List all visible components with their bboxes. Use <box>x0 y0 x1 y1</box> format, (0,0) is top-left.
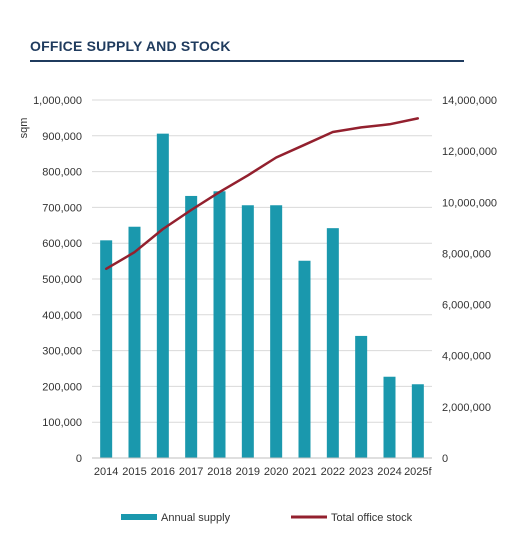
right-axis-ticks: 0 2,000,000 4,000,000 6,000,000 8,000,000 10,… <box>442 95 497 465</box>
y-tick-label: 700,000 <box>42 202 82 214</box>
supply-bar <box>270 205 283 458</box>
y2-tick-label: 10,000,000 <box>442 197 497 209</box>
y2-tick-label: 0 <box>442 453 448 465</box>
y2-tick-label: 8,000,000 <box>442 248 491 260</box>
y-tick-label: 400,000 <box>42 310 82 322</box>
x-tick-label: 2019 <box>236 466 260 478</box>
supply-bar <box>241 205 254 458</box>
x-tick-label: 2022 <box>321 466 345 478</box>
y-tick-label: 600,000 <box>42 238 82 250</box>
gridlines <box>92 99 432 423</box>
supply-bar <box>326 228 339 458</box>
x-tick-label: 2018 <box>207 466 231 478</box>
x-tick-label: 2016 <box>151 466 175 478</box>
supply-bar <box>213 191 226 459</box>
x-tick-label: 2024 <box>377 466 401 478</box>
y-tick-label: 200,000 <box>42 381 82 393</box>
y-tick-label: 900,000 <box>42 131 82 143</box>
supply-bar <box>156 133 169 459</box>
supply-bar <box>100 240 113 458</box>
x-axis-ticks: 2014 2015 2016 2017 2018 2019 2020 2021 2022 2023… <box>94 466 433 478</box>
stock-line-path <box>104 117 420 271</box>
x-tick-label: 2020 <box>264 466 288 478</box>
y-tick-label: 0 <box>76 453 82 465</box>
legend: Annual supply Total office stock <box>121 512 413 524</box>
supply-bar <box>383 376 396 458</box>
y-tick-label: 500,000 <box>42 274 82 286</box>
y-tick-label: 300,000 <box>42 346 82 358</box>
y2-tick-label: 14,000,000 <box>442 95 497 107</box>
supply-bar <box>355 335 368 458</box>
supply-bar <box>128 226 141 458</box>
x-tick-label: 2023 <box>349 466 373 478</box>
y-tick-label: 100,000 <box>42 417 82 429</box>
x-tick-label: 2014 <box>94 466 118 478</box>
x-tick-label: 2025f <box>404 466 432 478</box>
y2-tick-label: 12,000,000 <box>442 146 497 158</box>
left-axis-ticks: 0 100,000 200,000 300,000 400,000 500,000 600,… <box>33 95 82 465</box>
supply-bar <box>185 195 198 458</box>
legend-swatch-supply <box>121 514 157 520</box>
supply-bar <box>298 260 311 458</box>
y2-tick-label: 6,000,000 <box>442 300 491 312</box>
supply-bars <box>100 133 424 459</box>
y2-tick-label: 2,000,000 <box>442 402 491 414</box>
legend-label-supply: Annual supply <box>161 512 231 524</box>
y-tick-label: 1,000,000 <box>33 95 82 107</box>
supply-bar <box>411 384 424 458</box>
stock-line <box>104 117 420 271</box>
x-tick-label: 2015 <box>122 466 146 478</box>
title-divider <box>30 60 464 62</box>
chart-title: OFFICE SUPPLY AND STOCK <box>30 38 231 54</box>
y2-tick-label: 4,000,000 <box>442 351 491 363</box>
x-tick-label: 2017 <box>179 466 203 478</box>
y-axis-label: sqm <box>18 118 30 139</box>
legend-label-stock: Total office stock <box>331 512 413 524</box>
y-tick-label: 800,000 <box>42 167 82 179</box>
x-tick-label: 2021 <box>292 466 316 478</box>
